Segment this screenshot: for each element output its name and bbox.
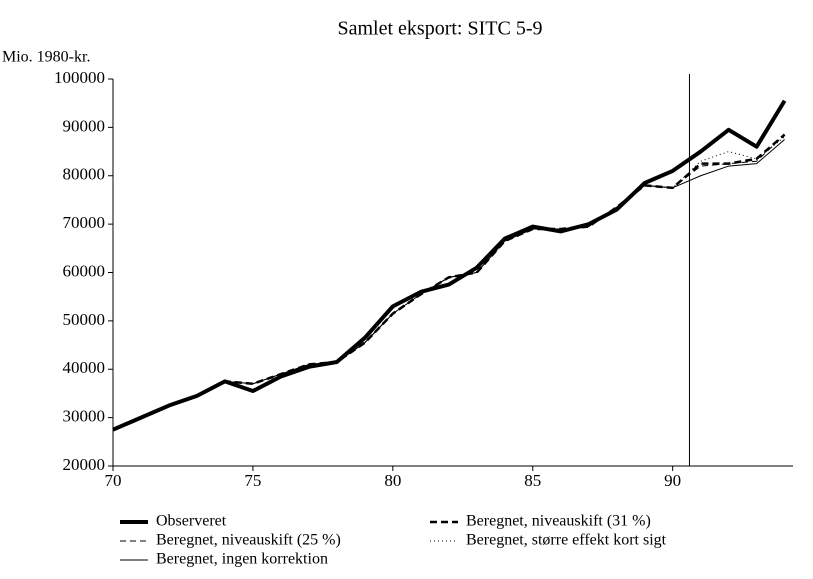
y-tick-label: 20000 [63,455,106,474]
legend-label: Beregnet, niveauskift (31 %) [466,513,651,530]
y-tick-label: 80000 [63,165,106,184]
legend-label: Observeret [156,513,227,530]
y-tick-label: 30000 [63,407,106,426]
y-axis-label: Mio. 1980-kr. [2,49,90,66]
y-tick-label: 50000 [63,310,106,329]
x-tick-label: 70 [105,471,122,490]
x-tick-label: 80 [384,471,401,490]
y-tick-label: 60000 [63,261,106,280]
y-tick-label: 70000 [63,213,106,232]
legend-label: Beregnet, ingen korrektion [156,551,328,568]
x-tick-label: 85 [524,471,541,490]
y-tick-label: 40000 [63,358,106,377]
chart-title: Samlet eksport: SITC 5-9 [338,18,543,40]
series-line [112,99,787,432]
y-tick-label: 100000 [54,68,105,87]
legend-label: Beregnet, større effekt kort sigt [466,532,667,549]
x-tick-label: 75 [244,471,261,490]
legend-label: Beregnet, niveauskift (25 %) [156,532,341,549]
y-tick-label: 90000 [63,116,106,135]
x-tick-label: 90 [664,471,681,490]
